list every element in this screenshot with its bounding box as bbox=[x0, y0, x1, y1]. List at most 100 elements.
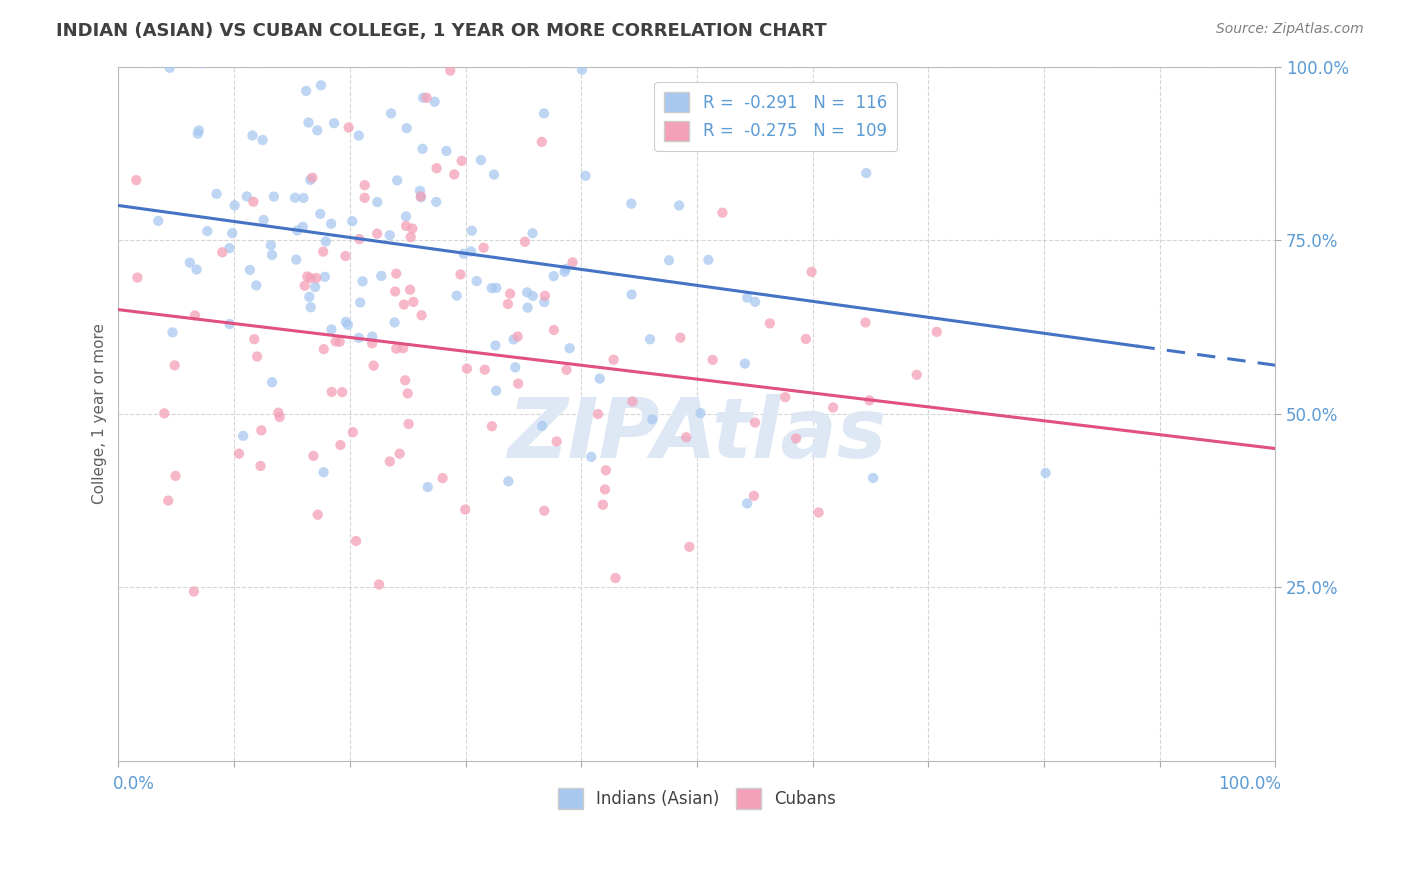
Point bbox=[163, 359, 186, 373]
Point bbox=[592, 498, 614, 512]
Point bbox=[436, 144, 458, 158]
Point bbox=[638, 332, 661, 346]
Point bbox=[218, 317, 240, 331]
Point bbox=[385, 173, 408, 187]
Point bbox=[412, 91, 434, 105]
Point bbox=[250, 423, 273, 437]
Point bbox=[543, 323, 565, 337]
Point bbox=[474, 362, 496, 376]
Y-axis label: College, 1 year or more: College, 1 year or more bbox=[93, 323, 107, 504]
Point bbox=[295, 84, 318, 98]
Point bbox=[297, 269, 319, 284]
Point bbox=[409, 184, 432, 198]
Point bbox=[242, 128, 264, 143]
Point bbox=[344, 534, 367, 549]
Point bbox=[307, 123, 329, 137]
Point bbox=[254, 25, 277, 39]
Point bbox=[395, 219, 418, 233]
Point bbox=[236, 189, 259, 203]
Point bbox=[335, 249, 357, 263]
Text: 0.0%: 0.0% bbox=[112, 775, 155, 793]
Point bbox=[530, 135, 553, 149]
Point bbox=[411, 308, 433, 322]
Point bbox=[482, 168, 505, 182]
Point bbox=[291, 219, 314, 234]
Point bbox=[558, 341, 581, 355]
Point bbox=[457, 25, 479, 39]
Point bbox=[395, 210, 418, 224]
Point bbox=[678, 540, 700, 554]
Point bbox=[602, 352, 624, 367]
Point bbox=[249, 458, 271, 473]
Point bbox=[402, 294, 425, 309]
Point bbox=[285, 252, 308, 267]
Text: Source: ZipAtlas.com: Source: ZipAtlas.com bbox=[1216, 22, 1364, 37]
Point bbox=[323, 116, 346, 130]
Point bbox=[384, 285, 406, 299]
Point bbox=[337, 120, 360, 135]
Point bbox=[759, 317, 782, 331]
Point bbox=[409, 189, 432, 203]
Point bbox=[522, 227, 544, 241]
Point bbox=[481, 419, 503, 434]
Point bbox=[399, 230, 422, 244]
Point bbox=[198, 25, 221, 39]
Point bbox=[370, 268, 392, 283]
Point bbox=[742, 489, 765, 503]
Point bbox=[368, 577, 391, 591]
Text: 100.0%: 100.0% bbox=[1218, 775, 1281, 793]
Point bbox=[347, 331, 370, 345]
Point bbox=[309, 207, 332, 221]
Point bbox=[239, 263, 262, 277]
Point bbox=[366, 227, 388, 241]
Point bbox=[546, 434, 568, 449]
Point bbox=[321, 217, 343, 231]
Point bbox=[586, 407, 609, 421]
Point bbox=[325, 334, 347, 349]
Point bbox=[343, 32, 366, 46]
Point bbox=[425, 194, 447, 209]
Point bbox=[302, 449, 325, 463]
Point bbox=[153, 406, 176, 420]
Point bbox=[794, 332, 817, 346]
Point bbox=[581, 450, 603, 464]
Point bbox=[735, 496, 758, 510]
Point bbox=[533, 295, 555, 310]
Point bbox=[555, 261, 578, 276]
Point bbox=[184, 309, 207, 323]
Point bbox=[211, 245, 233, 260]
Point bbox=[243, 332, 266, 346]
Point bbox=[502, 332, 524, 346]
Point bbox=[315, 235, 337, 249]
Text: INDIAN (ASIAN) VS CUBAN COLLEGE, 1 YEAR OR MORE CORRELATION CHART: INDIAN (ASIAN) VS CUBAN COLLEGE, 1 YEAR … bbox=[56, 22, 827, 40]
Point bbox=[432, 471, 454, 485]
Point bbox=[450, 153, 472, 168]
Point bbox=[498, 475, 520, 489]
Point bbox=[353, 191, 375, 205]
Point bbox=[388, 447, 411, 461]
Point bbox=[312, 342, 335, 356]
Point bbox=[484, 338, 506, 352]
Point bbox=[297, 115, 319, 129]
Point bbox=[697, 252, 720, 267]
Point bbox=[555, 363, 578, 377]
Point bbox=[263, 189, 285, 203]
Point bbox=[593, 483, 616, 497]
Point bbox=[307, 508, 329, 522]
Point bbox=[905, 368, 928, 382]
Point bbox=[426, 161, 449, 176]
Point bbox=[342, 214, 364, 228]
Point bbox=[465, 274, 488, 288]
Point bbox=[668, 198, 690, 212]
Point bbox=[252, 133, 274, 147]
Point bbox=[412, 142, 434, 156]
Text: ZIPAtlas: ZIPAtlas bbox=[508, 394, 887, 475]
Point bbox=[470, 153, 492, 167]
Point bbox=[925, 325, 948, 339]
Point bbox=[321, 322, 343, 336]
Point bbox=[398, 417, 420, 431]
Point bbox=[858, 393, 880, 408]
Point bbox=[415, 91, 437, 105]
Point bbox=[620, 196, 643, 211]
Point bbox=[260, 248, 283, 262]
